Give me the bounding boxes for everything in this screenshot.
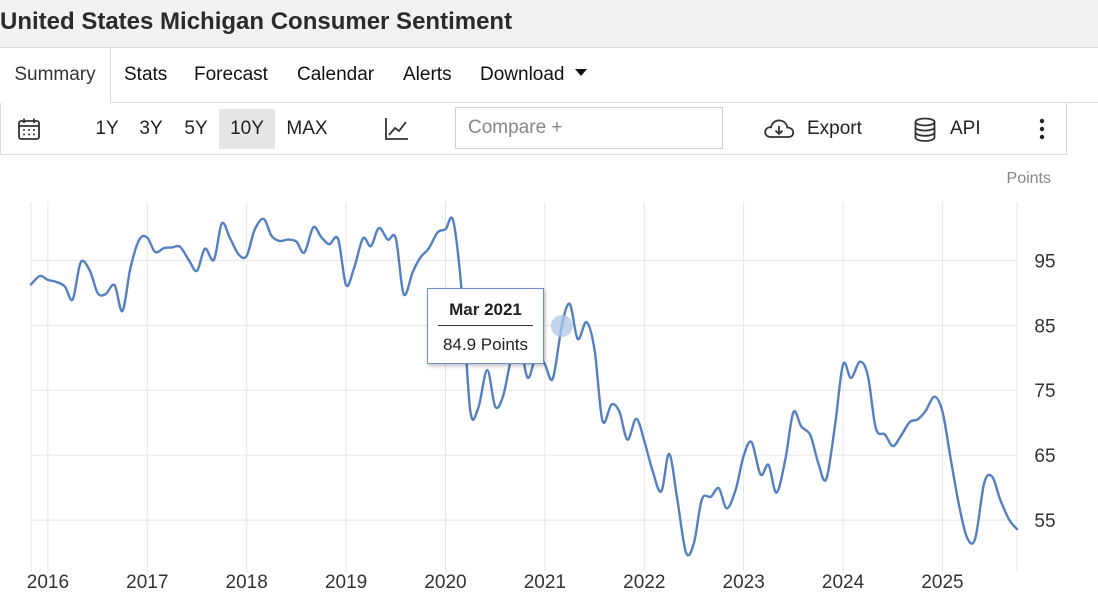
tab-bar: Summary Stats Forecast Calendar Alerts D… xyxy=(0,48,1098,104)
x-tick-label: 2016 xyxy=(27,572,69,593)
chart-type-icon[interactable] xyxy=(384,117,410,141)
y-tick-label: 95 xyxy=(1034,251,1055,272)
y-tick-label: 75 xyxy=(1034,381,1055,402)
chevron-down-icon xyxy=(574,69,587,76)
x-tick-label: 2021 xyxy=(524,572,566,593)
range-10y-button[interactable]: 10Y xyxy=(219,109,275,149)
chart-area: Points 2016 2017 2018 2019 2020 2021 2022 2023 2… xyxy=(0,155,1098,603)
export-button[interactable]: Export xyxy=(763,109,873,149)
unit-label: Points xyxy=(1007,170,1051,187)
tab-stats[interactable]: Stats xyxy=(124,64,168,85)
tab-summary[interactable]: Summary xyxy=(0,48,111,104)
y-axis: 55 65 75 85 95 xyxy=(1034,251,1055,532)
range-max-button[interactable]: MAX xyxy=(286,118,328,139)
x-tick-label: 2020 xyxy=(424,572,466,593)
calendar-icon[interactable] xyxy=(17,117,41,141)
x-tick-label: 2023 xyxy=(723,572,765,593)
y-tick-label: 55 xyxy=(1034,511,1055,532)
cloud-download-icon xyxy=(764,119,795,138)
tab-alerts[interactable]: Alerts xyxy=(403,64,452,85)
y-tick-label: 85 xyxy=(1034,316,1055,337)
tab-download-label: Download xyxy=(480,64,565,85)
x-tick-label: 2025 xyxy=(921,572,963,593)
x-tick-label: 2024 xyxy=(822,572,865,593)
x-tick-label: 2017 xyxy=(126,572,168,593)
series-line xyxy=(29,216,1019,557)
x-tick-label: 2022 xyxy=(623,572,665,593)
tooltip-value: 84.9 Points xyxy=(442,335,529,354)
range-3y-button[interactable]: 3Y xyxy=(139,118,163,139)
tooltip: Mar 2021 84.9 Points xyxy=(427,288,544,364)
chart-toolbar: 1Y 3Y 5Y 10Y MAX Export API xyxy=(0,103,1067,155)
y-tick-label: 65 xyxy=(1034,446,1055,467)
tab-forecast[interactable]: Forecast xyxy=(194,64,268,85)
database-icon xyxy=(914,117,936,142)
export-label: Export xyxy=(807,118,862,139)
hover-marker xyxy=(550,314,573,337)
chart-grid xyxy=(30,202,1018,572)
tooltip-date: Mar 2021 xyxy=(438,300,533,326)
compare-input[interactable] xyxy=(455,107,723,149)
line-chart[interactable]: Points 2016 2017 2018 2019 2020 2021 2022 2023 2… xyxy=(0,155,1098,603)
tab-download[interactable]: Download xyxy=(480,48,587,103)
title-bar: United States Michigan Consumer Sentimen… xyxy=(0,0,1098,48)
x-tick-label: 2019 xyxy=(325,572,367,593)
api-label: API xyxy=(950,118,981,139)
x-axis: 2016 2017 2018 2019 2020 2021 2022 2023 2024 2025 xyxy=(27,572,964,593)
range-5y-button[interactable]: 5Y xyxy=(184,118,208,139)
tab-calendar[interactable]: Calendar xyxy=(297,64,375,85)
api-button[interactable]: API xyxy=(913,109,993,149)
more-options-icon[interactable] xyxy=(1037,118,1047,140)
x-tick-label: 2018 xyxy=(226,572,268,593)
range-1y-button[interactable]: 1Y xyxy=(95,118,119,139)
page-title: United States Michigan Consumer Sentimen… xyxy=(0,8,513,35)
